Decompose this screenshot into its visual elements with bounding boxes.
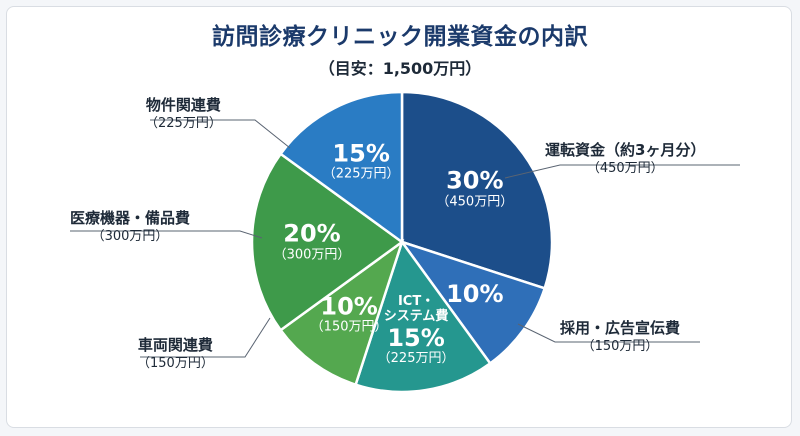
outer-label-operating: 運転資金（約3ヶ月分） （450万円） <box>545 140 705 178</box>
outer-label-equipment: 医療機器・備品費 （300万円） <box>70 208 190 246</box>
leader-line-2 <box>140 317 271 358</box>
slice-label-1: 10% <box>446 280 504 309</box>
slice-label-0: 30% （450万円） <box>436 166 514 211</box>
leader-line-0 <box>504 164 740 179</box>
outer-label-name: 運転資金（約3ヶ月分） <box>545 141 706 159</box>
outer-label-vehicle: 車両関連費 （150万円） <box>137 335 214 373</box>
outer-label-amount: （450万円） <box>586 161 664 177</box>
slice-name: ICT・ <box>397 293 435 309</box>
outer-label-name: 車両関連費 <box>137 336 213 354</box>
outer-label-amount: （150万円） <box>137 356 214 372</box>
slice-label-2: ICT・ システム費 15% （225万円） <box>377 293 455 367</box>
pie-slice-4 <box>250 152 405 332</box>
outer-label-recruit: 採用・広告宣伝費 （150万円） <box>560 318 680 356</box>
leader-line-4 <box>150 119 291 149</box>
slice-amount: （225万円） <box>322 167 400 183</box>
outer-label-name: 採用・広告宣伝費 <box>560 319 681 337</box>
outer-label-property: 物件関連費 （225万円） <box>145 95 222 133</box>
slice-percent: 15% <box>332 139 390 168</box>
pie-slice-1 <box>398 239 547 366</box>
outer-label-amount: （150万円） <box>581 339 659 355</box>
outer-label-name: 物件関連費 <box>145 96 221 114</box>
slice-label-3: 10% （150万円） <box>310 292 388 337</box>
slice-label-5: 15% （225万円） <box>322 139 400 184</box>
slice-amount: （300万円） <box>273 247 351 263</box>
slice-percent: 30% <box>446 166 504 195</box>
slice-amount: （150万円） <box>310 320 388 336</box>
outer-label-amount: （225万円） <box>145 116 222 132</box>
pie-slice-2 <box>354 239 492 394</box>
pie-slice-3 <box>278 238 405 387</box>
leader-line-3 <box>70 230 263 239</box>
slice-label-4: 20% （300万円） <box>273 219 351 264</box>
outer-label-name: 医療機器・備品費 <box>70 209 191 227</box>
slice-percent: 10% <box>320 292 378 321</box>
slice-amount: （225万円） <box>377 351 455 367</box>
slice-percent: 20% <box>283 219 341 248</box>
chart-subtitle: （目安：1,500万円） <box>318 59 482 78</box>
slice-amount: （450万円） <box>436 194 514 210</box>
chart-title: 訪問診療クリニック開業資金の内訳 <box>212 24 588 50</box>
leader-line-1 <box>517 323 700 343</box>
slice-percent: 10% <box>446 280 504 309</box>
slice-percent: 15% <box>387 323 445 352</box>
outer-label-amount: （300万円） <box>91 229 169 245</box>
slice-name: システム費 <box>383 308 449 324</box>
pie-slice-0 <box>400 90 554 290</box>
